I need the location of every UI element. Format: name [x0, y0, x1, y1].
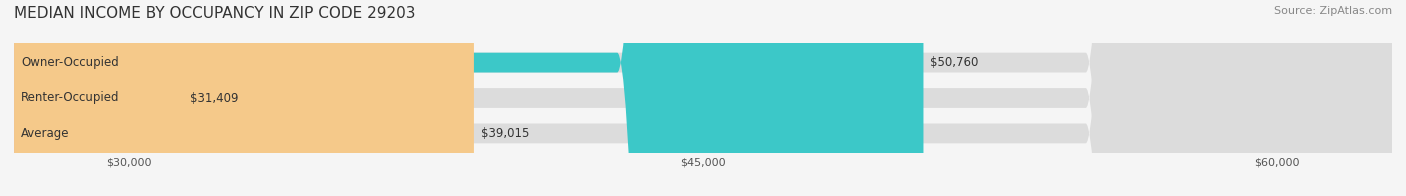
FancyBboxPatch shape: [14, 0, 474, 196]
FancyBboxPatch shape: [14, 0, 1392, 196]
Text: Owner-Occupied: Owner-Occupied: [21, 56, 118, 69]
Text: Source: ZipAtlas.com: Source: ZipAtlas.com: [1274, 6, 1392, 16]
Text: Average: Average: [21, 127, 69, 140]
Text: $39,015: $39,015: [481, 127, 529, 140]
Text: MEDIAN INCOME BY OCCUPANCY IN ZIP CODE 29203: MEDIAN INCOME BY OCCUPANCY IN ZIP CODE 2…: [14, 6, 416, 21]
Text: $31,409: $31,409: [190, 92, 238, 104]
FancyBboxPatch shape: [14, 0, 1392, 196]
FancyBboxPatch shape: [14, 0, 924, 196]
Text: Renter-Occupied: Renter-Occupied: [21, 92, 120, 104]
Text: $50,760: $50,760: [931, 56, 979, 69]
FancyBboxPatch shape: [0, 0, 321, 196]
FancyBboxPatch shape: [14, 0, 1392, 196]
